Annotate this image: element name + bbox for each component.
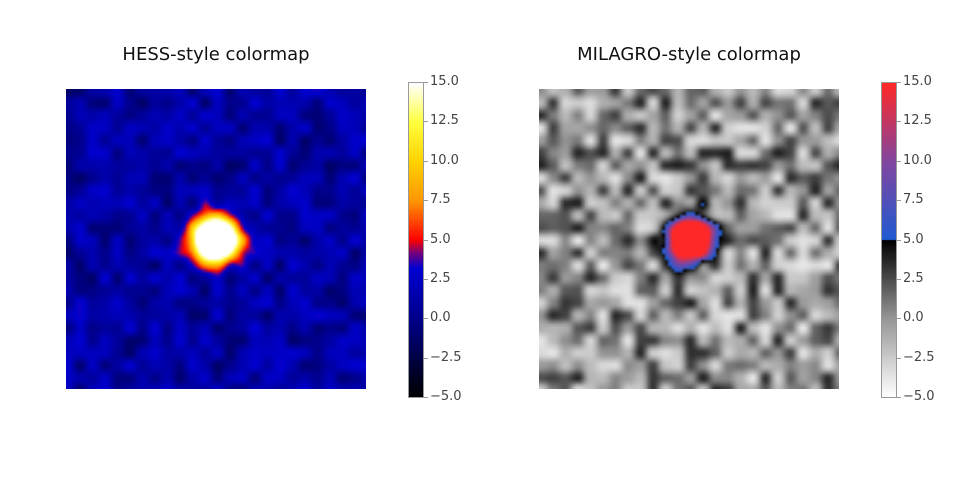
- colorbar-tickmark: [897, 279, 901, 280]
- colorbar-tickmark: [897, 318, 901, 319]
- colorbar-tickmark: [897, 161, 901, 162]
- milagro-heatmap: [539, 89, 839, 389]
- colorbar-tick-label: −2.5: [903, 350, 935, 365]
- colorbar-tickmark: [897, 397, 901, 398]
- colorbar-tickmark: [424, 240, 428, 241]
- colorbar-tick-label: 5.0: [430, 232, 451, 247]
- colorbar-tick-label: 2.5: [903, 271, 924, 286]
- milagro-colorbar: [881, 82, 897, 398]
- colorbar-tick-label: 12.5: [903, 113, 932, 128]
- hess-heatmap: [66, 89, 366, 389]
- colorbar-tick-label: −5.0: [903, 389, 935, 404]
- colorbar-tickmark: [897, 200, 901, 201]
- colorbar-tick-label: 10.0: [903, 153, 932, 168]
- colorbar-tickmark: [424, 397, 428, 398]
- colorbar-tickmark: [424, 279, 428, 280]
- colorbar-tickmark: [424, 318, 428, 319]
- colorbar-tick-label: 10.0: [430, 153, 459, 168]
- colorbar-tick-label: 7.5: [430, 192, 451, 207]
- colorbar-tickmark: [424, 82, 428, 83]
- colorbar-tick-label: 5.0: [903, 232, 924, 247]
- colorbar-tickmark: [424, 358, 428, 359]
- colorbar-tick-label: 2.5: [430, 271, 451, 286]
- colorbar-tick-label: −2.5: [430, 350, 462, 365]
- colorbar-tickmark: [424, 161, 428, 162]
- colorbar-tickmark: [424, 121, 428, 122]
- colorbar-tick-label: 7.5: [903, 192, 924, 207]
- colorbar-tickmark: [424, 200, 428, 201]
- colorbar-tick-label: −5.0: [430, 389, 462, 404]
- hess-title: HESS-style colormap: [122, 44, 310, 65]
- colorbar-tick-label: 15.0: [903, 74, 932, 89]
- colorbar-tickmark: [897, 121, 901, 122]
- hess-colorbar: [408, 82, 424, 398]
- colorbar-tick-label: 0.0: [430, 310, 451, 325]
- colorbar-tick-label: 15.0: [430, 74, 459, 89]
- colorbar-tickmark: [897, 82, 901, 83]
- colorbar-tick-label: 0.0: [903, 310, 924, 325]
- milagro-title: MILAGRO-style colormap: [577, 44, 801, 65]
- colorbar-tick-label: 12.5: [430, 113, 459, 128]
- colorbar-tickmark: [897, 358, 901, 359]
- colorbar-tickmark: [897, 240, 901, 241]
